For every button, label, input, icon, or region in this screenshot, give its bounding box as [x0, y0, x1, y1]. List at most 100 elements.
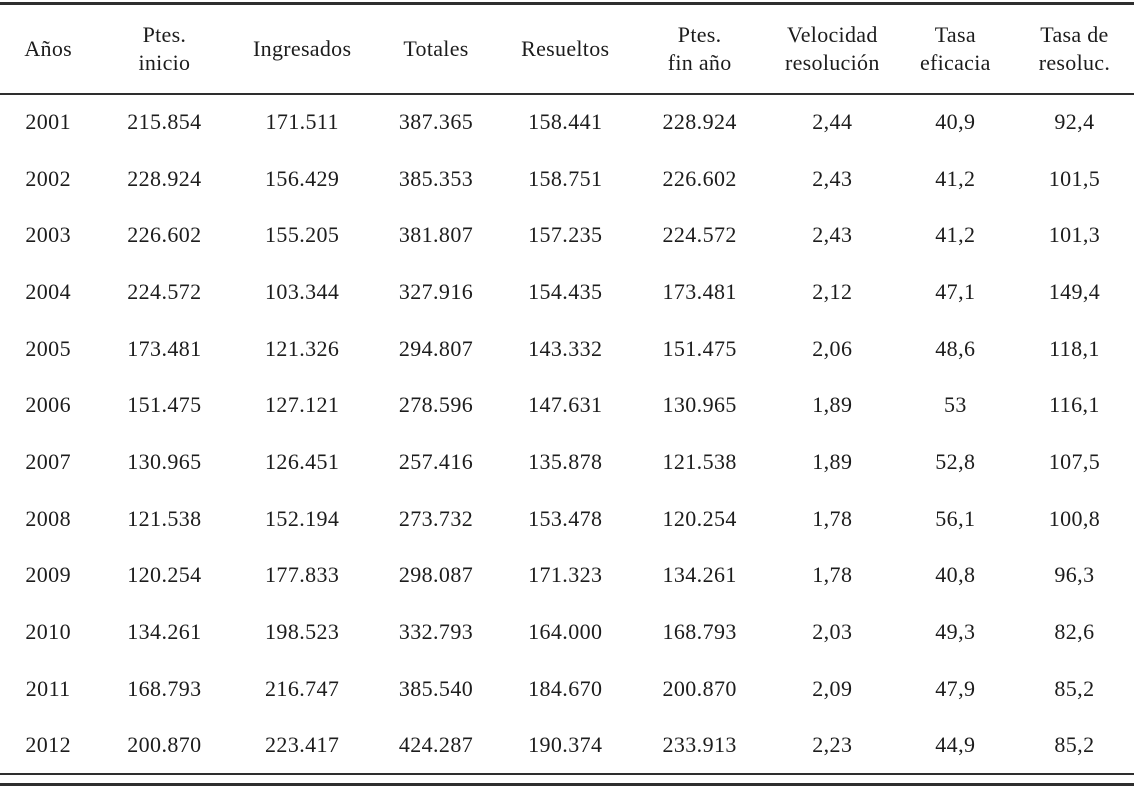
table-row: 2009 120.254 177.833 298.087 171.323 134.261 1…	[0, 547, 1134, 604]
value-cell: 96,3	[1054, 562, 1095, 588]
column-header-label: resolución	[784, 49, 880, 75]
value-cell: 158.441	[528, 109, 603, 135]
column-header-label: Resueltos	[521, 35, 610, 61]
column-header-ptes-inicio: Ptes. inicio	[96, 4, 232, 94]
column-header-label: Tasa de	[1040, 21, 1109, 47]
value-cell: 156.429	[265, 165, 340, 191]
value-cell: 228.924	[127, 165, 202, 191]
year-cell: 2012	[25, 731, 71, 757]
value-cell: 1,89	[812, 448, 853, 474]
value-cell: 2,06	[812, 335, 853, 361]
value-cell: 226.602	[127, 222, 202, 248]
value-cell: 101,3	[1048, 222, 1101, 248]
value-cell: 2,44	[812, 109, 853, 135]
year-cell: 2011	[25, 675, 71, 701]
column-header-label: Ptes.	[142, 21, 187, 47]
value-cell: 387.365	[398, 109, 474, 135]
value-cell: 121.326	[265, 335, 340, 361]
value-cell: 151.475	[127, 392, 202, 418]
table-row: 2007 130.965 126.451 257.416 135.878 121.538 1…	[0, 434, 1134, 491]
column-header-ptes-fin-ano: Ptes. fin año	[630, 4, 768, 94]
value-cell: 40,8	[935, 562, 976, 588]
value-cell: 103.344	[265, 278, 340, 304]
value-cell: 2,12	[812, 278, 853, 304]
value-cell: 200.870	[127, 731, 202, 757]
value-cell: 168.793	[662, 619, 737, 645]
value-cell: 257.416	[398, 448, 474, 474]
value-cell: 2,43	[812, 222, 853, 248]
value-cell: 135.878	[528, 448, 603, 474]
value-cell: 171.323	[528, 562, 603, 588]
value-cell: 1,78	[812, 505, 853, 531]
column-header-label: fin año	[667, 49, 732, 75]
value-cell: 92,4	[1054, 109, 1095, 135]
value-cell: 1,89	[812, 392, 853, 418]
column-header-velocidad-resolucion: Velocidad resolución	[769, 4, 896, 94]
column-header-ingresados: Ingresados	[232, 4, 371, 94]
judicial-statistics-table: Años Ptes. inicio Ingresados Totales Res…	[0, 2, 1134, 775]
value-cell: 424.287	[398, 731, 474, 757]
value-cell: 168.793	[127, 675, 202, 701]
value-cell: 134.261	[127, 619, 202, 645]
value-cell: 190.374	[528, 731, 603, 757]
year-cell: 2010	[25, 619, 71, 645]
column-header-label: eficacia	[919, 49, 991, 75]
value-cell: 233.913	[662, 731, 737, 757]
value-cell: 1,78	[812, 562, 853, 588]
table-header: Años Ptes. inicio Ingresados Totales Res…	[0, 4, 1134, 94]
year-cell: 2004	[25, 278, 71, 304]
table-row: 2006 151.475 127.121 278.596 147.631 130.965 1…	[0, 377, 1134, 434]
value-cell: 116,1	[1049, 392, 1100, 418]
value-cell: 381.807	[398, 222, 474, 248]
value-cell: 224.572	[127, 278, 202, 304]
value-cell: 2,09	[812, 675, 853, 701]
year-cell: 2001	[25, 109, 71, 135]
column-header-tasa-eficacia: Tasa eficacia	[896, 4, 1015, 94]
column-header-label: Totales	[403, 35, 469, 61]
value-cell: 147.631	[528, 392, 603, 418]
value-cell: 48,6	[935, 335, 976, 361]
value-cell: 215.854	[127, 109, 202, 135]
column-header-resueltos: Resueltos	[500, 4, 630, 94]
value-cell: 298.087	[398, 562, 474, 588]
column-header-label: inicio	[138, 49, 191, 75]
value-cell: 121.538	[127, 505, 202, 531]
value-cell: 200.870	[662, 675, 737, 701]
column-header-label: Ptes.	[677, 21, 722, 47]
column-header-tasa-de-resoluc: Tasa de resoluc.	[1015, 4, 1134, 94]
table-row: 2004 224.572 103.344 327.916 154.435 173.481 2…	[0, 264, 1134, 321]
table-row: 2008 121.538 152.194 273.732 153.478 120.254 1…	[0, 490, 1134, 547]
value-cell: 41,2	[935, 222, 976, 248]
value-cell: 224.572	[662, 222, 737, 248]
value-cell: 157.235	[528, 222, 603, 248]
value-cell: 143.332	[528, 335, 603, 361]
value-cell: 216.747	[265, 675, 340, 701]
value-cell: 155.205	[265, 222, 340, 248]
column-header-label: resoluc.	[1038, 49, 1111, 75]
value-cell: 273.732	[398, 505, 474, 531]
column-header-totales: Totales	[372, 4, 500, 94]
value-cell: 164.000	[528, 619, 603, 645]
value-cell: 2,23	[812, 731, 853, 757]
value-cell: 127.121	[265, 392, 340, 418]
value-cell: 118,1	[1049, 335, 1100, 361]
value-cell: 177.833	[265, 562, 340, 588]
value-cell: 173.481	[662, 278, 737, 304]
value-cell: 52,8	[935, 448, 976, 474]
column-header-anos: Años	[0, 4, 96, 94]
value-cell: 85,2	[1054, 731, 1095, 757]
value-cell: 85,2	[1054, 675, 1095, 701]
column-header-label: Velocidad	[786, 21, 878, 47]
value-cell: 44,9	[935, 731, 976, 757]
year-cell: 2009	[25, 562, 71, 588]
value-cell: 385.540	[398, 675, 474, 701]
value-cell: 158.751	[528, 165, 603, 191]
table-row: 2001 215.854 171.511 387.365 158.441 228.924 2…	[0, 94, 1134, 151]
value-cell: 173.481	[127, 335, 202, 361]
value-cell: 130.965	[127, 448, 202, 474]
value-cell: 134.261	[662, 562, 737, 588]
column-header-label: Ingresados	[253, 35, 352, 61]
value-cell: 120.254	[127, 562, 202, 588]
value-cell: 107,5	[1048, 448, 1101, 474]
